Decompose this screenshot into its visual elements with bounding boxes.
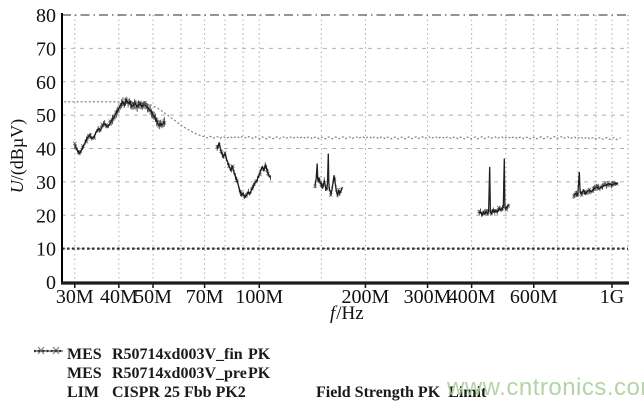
x-tick-label: 600M [510,286,558,308]
legend-trace-name: R50714xd003V_fin [112,346,243,363]
y-tick-label: 50 [36,105,56,127]
x-axis-title: f/Hz [330,303,364,325]
legend-type: MES [67,346,102,363]
y-axis-variable: U [7,180,27,194]
y-tick-label: 40 [36,139,56,161]
x-tick-label: 70M [186,286,224,308]
x-tick-label: 300M [404,286,452,308]
axes [61,13,629,288]
y-tick-label: 70 [36,38,56,60]
legend-type: MES [67,365,102,382]
y-axis-unit: /(dBµV) [7,118,27,181]
x-tick-label: 30M [56,286,94,308]
x-axis-variable: f [330,303,336,324]
y-tick-label: 20 [36,205,56,227]
y-tick-label: 60 [36,72,56,94]
legend-row-pre: MES R50714xd003V_pre PK [33,350,486,383]
x-tick-label: 1G [600,286,624,308]
series-pre [64,101,621,141]
watermark: www.cntronics.com [447,374,644,401]
legend-row-fin: MES R50714xd003V_fin PK [33,345,486,364]
y-axis-title: U/(dBµV) [7,76,29,236]
grid [62,14,629,282]
series-fin [72,96,619,218]
legend-detector: Field Strength PK Limit [316,384,487,401]
x-tick-label: 400M [448,286,496,308]
x-tick-label: 100M [235,286,283,308]
legend-detector: PK [248,346,271,363]
x-tick-label: 200M [342,286,390,308]
legend-detector: PK [248,365,271,382]
y-tick-label: 10 [36,239,56,261]
x-tick-label: 40M [100,286,138,308]
legend-trace-name: R50714xd003V_pre [112,365,247,382]
y-tick-label: 80 [36,5,56,27]
legend-trace-name: CISPR 25 Fbb PK2 [112,384,246,401]
legend: MES R50714xd003V_fin PK MES R50714xd003V… [33,345,486,402]
legend-type: LIM [67,384,99,401]
y-tick-label: 30 [36,172,56,194]
x-axis-unit: /Hz [336,303,364,324]
y-tick-label: 0 [46,272,56,294]
legend-row-lim: LIM CISPR 25 Fbb PK2 Field Strength PK L… [33,349,487,402]
x-tick-label: 50M [134,286,172,308]
